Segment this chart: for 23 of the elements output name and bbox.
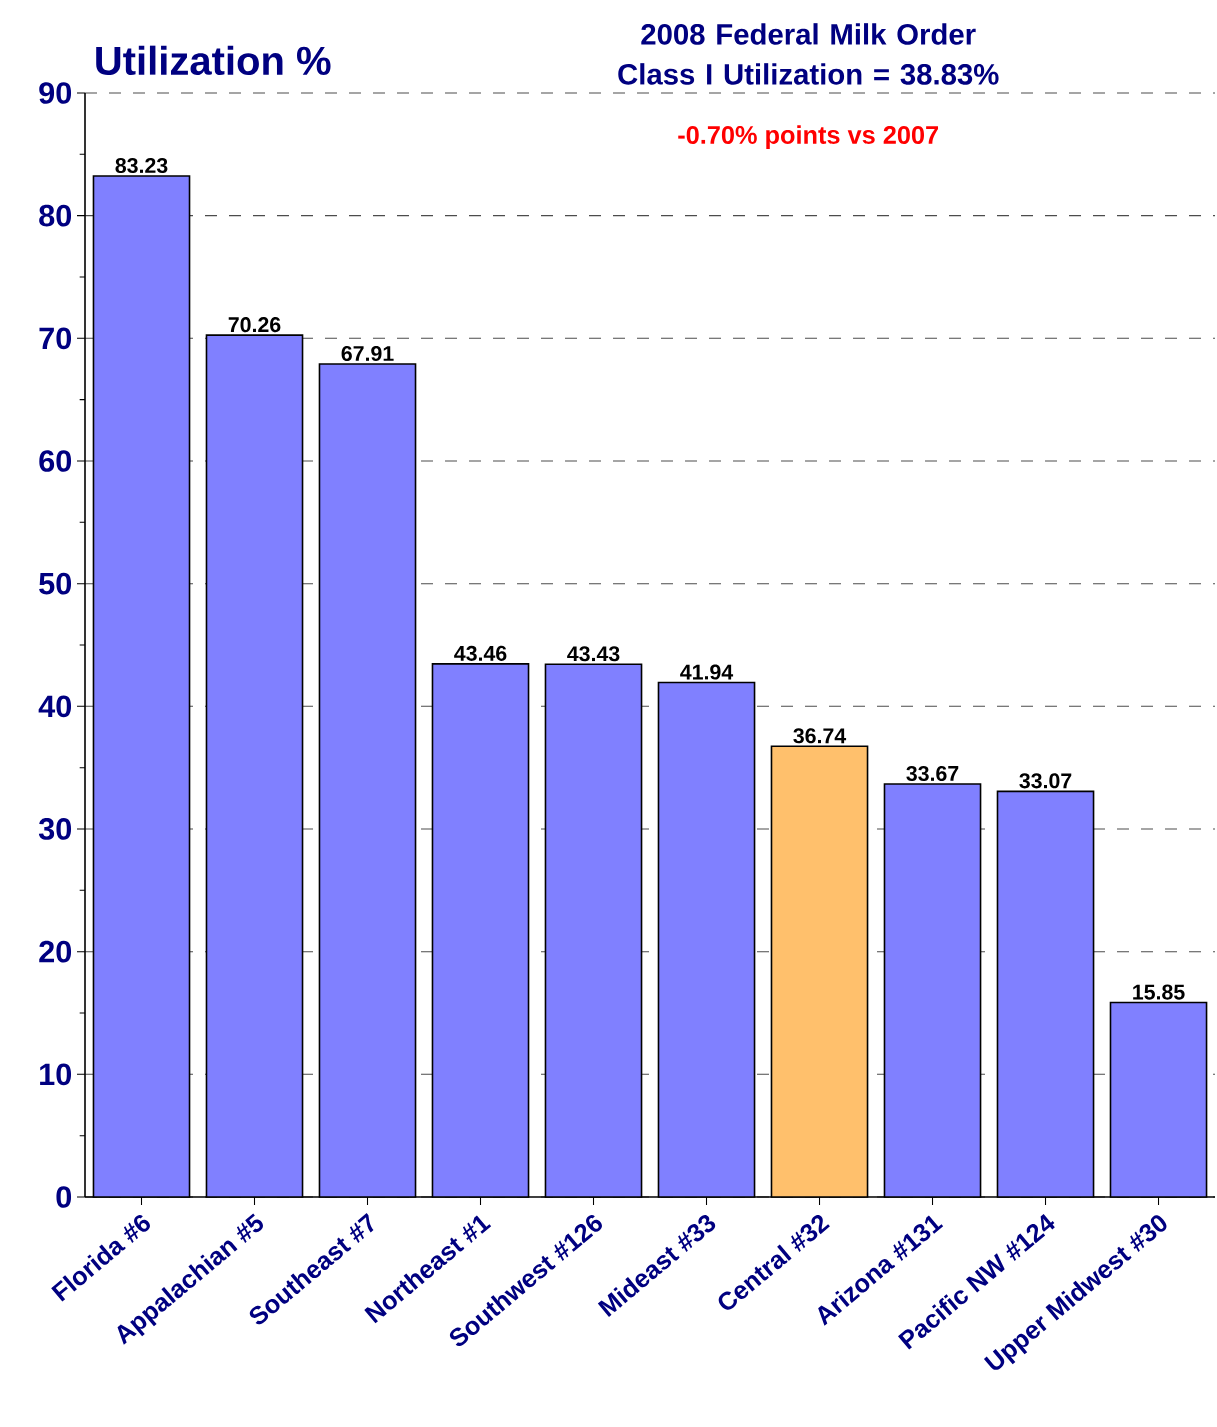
y-tick-label: 80 [39,204,72,227]
data-label: 67.91 [341,345,394,362]
data-label: 33.67 [906,765,959,782]
y-tick-label: 50 [39,572,72,595]
data-label: 15.85 [1133,984,1185,1000]
y-tick-label: 70 [39,327,72,350]
y-tick-label: 20 [39,940,72,963]
data-label: 43.43 [567,646,620,662]
text: -0.70% points vs 2007 [678,125,939,149]
y-tick-label: 0 [56,1186,72,1208]
y-tick-label: 60 [39,450,72,472]
data-label: 33.07 [1019,773,1072,789]
data-label: 41.94 [680,664,734,680]
data-label: 70.26 [228,317,281,333]
y-tick-label: 30 [38,818,72,840]
chart-title: 2008 Federal Milk Order Class I Utilization = 38.83% [618,23,999,85]
data-label: 43.46 [454,645,507,661]
y-tick-label: 90 [39,82,72,104]
data-label: 36.74 [793,728,847,744]
y-axis-title: Utilization % [96,45,331,76]
data-label: 83.23 [115,157,168,174]
y-tick-label: 40 [38,695,72,718]
y-tick-label: 10 [40,1063,72,1086]
